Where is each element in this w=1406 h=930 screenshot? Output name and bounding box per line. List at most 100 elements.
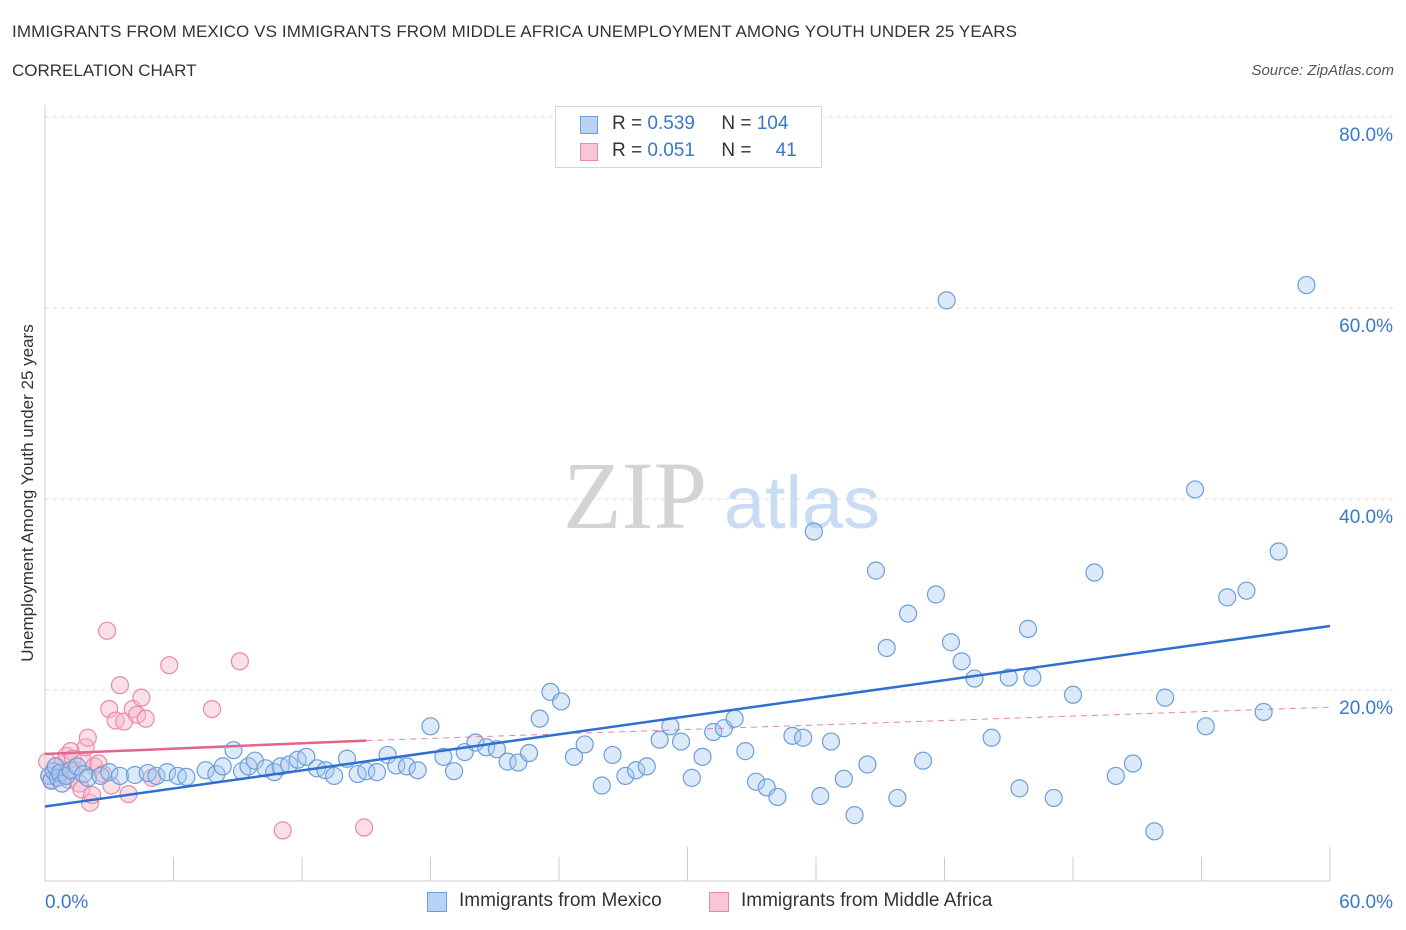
watermark: ZIP atlas (563, 442, 880, 549)
watermark-atlas: atlas (724, 461, 880, 544)
data-point-mexico (147, 766, 166, 786)
source-credit: Source: ZipAtlas.com (1251, 62, 1394, 79)
data-point-mexico (1297, 275, 1316, 295)
tick-labels: 20.0% 40.0% 60.0% 80.0% 0.0% 60.0% (45, 125, 1393, 913)
bottom-legend-label-mexico: Immigrants from Mexico (459, 890, 662, 911)
data-point-middle-africa (160, 656, 179, 675)
data-point-mexico (519, 743, 539, 763)
watermark-zip: ZIP (563, 442, 707, 549)
data-point-mexico (157, 763, 177, 782)
axes (44, 105, 1331, 882)
data-point-mexico (725, 709, 744, 728)
chart-title: IMMIGRANTS FROM MEXICO VS IMMIGRANTS FRO… (12, 22, 1018, 41)
data-point-mexico (626, 761, 646, 780)
bottom-legend-label-middle-africa: Immigrants from Middle Africa (741, 890, 993, 911)
data-point-mexico (564, 747, 584, 766)
data-point-mexico (297, 747, 316, 766)
data-point-mexico (1237, 581, 1256, 600)
data-point-mexico (603, 745, 622, 765)
data-point-mexico (704, 722, 723, 742)
data-point-mexico (1218, 588, 1237, 607)
data-point-middle-africa (72, 780, 91, 799)
data-point-mexico (941, 633, 961, 652)
data-point-mexico (1123, 754, 1143, 773)
data-point-mexico (487, 740, 506, 759)
x-tick-label: 60.0% (1339, 892, 1393, 913)
data-point-mexico (845, 806, 864, 825)
y-tick-label: 80.0% (1339, 125, 1393, 146)
data-point-middle-africa (230, 652, 249, 671)
data-point-mexico (325, 766, 344, 786)
data-point-mexico (444, 762, 464, 781)
data-point-mexico (952, 652, 971, 671)
data-point-mexico (1044, 788, 1063, 808)
y-axis-title: Unemployment Among Youth under 25 years (18, 324, 37, 662)
data-point-mexico (898, 604, 918, 623)
series-mexico-points (40, 275, 1316, 841)
trend-line-middle-africa-extended (366, 706, 1331, 742)
data-point-middle-africa (355, 818, 374, 837)
data-point-mexico (397, 757, 417, 776)
data-point-middle-africa (202, 699, 222, 719)
legend-r-label: R = (612, 113, 643, 134)
data-point-mexico (858, 755, 877, 774)
data-point-mexico (592, 776, 611, 795)
data-point-mexico (926, 585, 946, 604)
data-point-mexico (811, 786, 830, 806)
data-point-middle-africa (110, 676, 130, 695)
data-point-mexico (650, 730, 669, 749)
data-point-mexico (100, 763, 119, 782)
data-point-mexico (1145, 822, 1164, 841)
data-point-mexico (616, 766, 635, 786)
y-tick-label: 60.0% (1339, 316, 1393, 337)
data-point-mexico (682, 768, 701, 787)
data-point-mexico (866, 561, 886, 580)
data-point-mexico (224, 741, 243, 760)
legend-r-label: R = (612, 140, 643, 161)
data-point-mexico (637, 757, 656, 776)
data-point-mexico (1023, 668, 1042, 687)
data-point-middle-africa (127, 705, 147, 724)
data-point-mexico (434, 747, 453, 766)
data-point-mexico (1010, 779, 1029, 798)
data-point-mexico (888, 788, 907, 808)
data-point-mexico (999, 668, 1018, 687)
bottom-legend-swatch-middle-africa (709, 892, 729, 912)
series-middle-africa-points (38, 621, 374, 840)
grid-lines (45, 116, 1393, 691)
legend-swatch-mexico (580, 116, 598, 134)
data-point-mexico (1018, 619, 1038, 638)
y-tick-label: 20.0% (1339, 698, 1393, 719)
data-point-mexico (1185, 480, 1205, 499)
data-point-mexico (804, 522, 823, 541)
data-point-mexico (746, 772, 766, 791)
data-point-mexico (768, 787, 787, 807)
legend-swatch-middle-africa (580, 143, 598, 161)
data-point-mexico (177, 767, 196, 787)
data-point-mexico (834, 769, 853, 788)
data-point-mexico (530, 709, 549, 728)
data-point-mexico (1155, 688, 1175, 707)
data-point-mexico (552, 692, 571, 711)
data-point-mexico (91, 766, 110, 786)
legend-n-label: N = (721, 140, 752, 161)
data-point-mexico (965, 669, 984, 688)
data-point-mexico (821, 732, 841, 751)
legend-n-label: N = (721, 113, 752, 134)
data-point-mexico (877, 638, 896, 658)
data-point-middle-africa (98, 621, 117, 640)
data-point-mexico (1269, 542, 1288, 561)
data-point-mexico (256, 759, 275, 778)
data-point-mexico (1106, 766, 1125, 786)
chart-subtitle: CORRELATION CHART (12, 61, 197, 80)
x-tick-label: 0.0% (45, 892, 88, 913)
data-point-mexico (575, 735, 594, 754)
data-point-mexico (110, 766, 130, 786)
legend-r-value-middle-africa: 0.051 (647, 140, 695, 161)
data-point-mexico (1196, 717, 1215, 736)
data-point-mexico (671, 732, 691, 751)
data-point-middle-africa (132, 688, 151, 707)
trend-line-mexico (44, 624, 1331, 808)
data-point-middle-africa (100, 699, 119, 719)
